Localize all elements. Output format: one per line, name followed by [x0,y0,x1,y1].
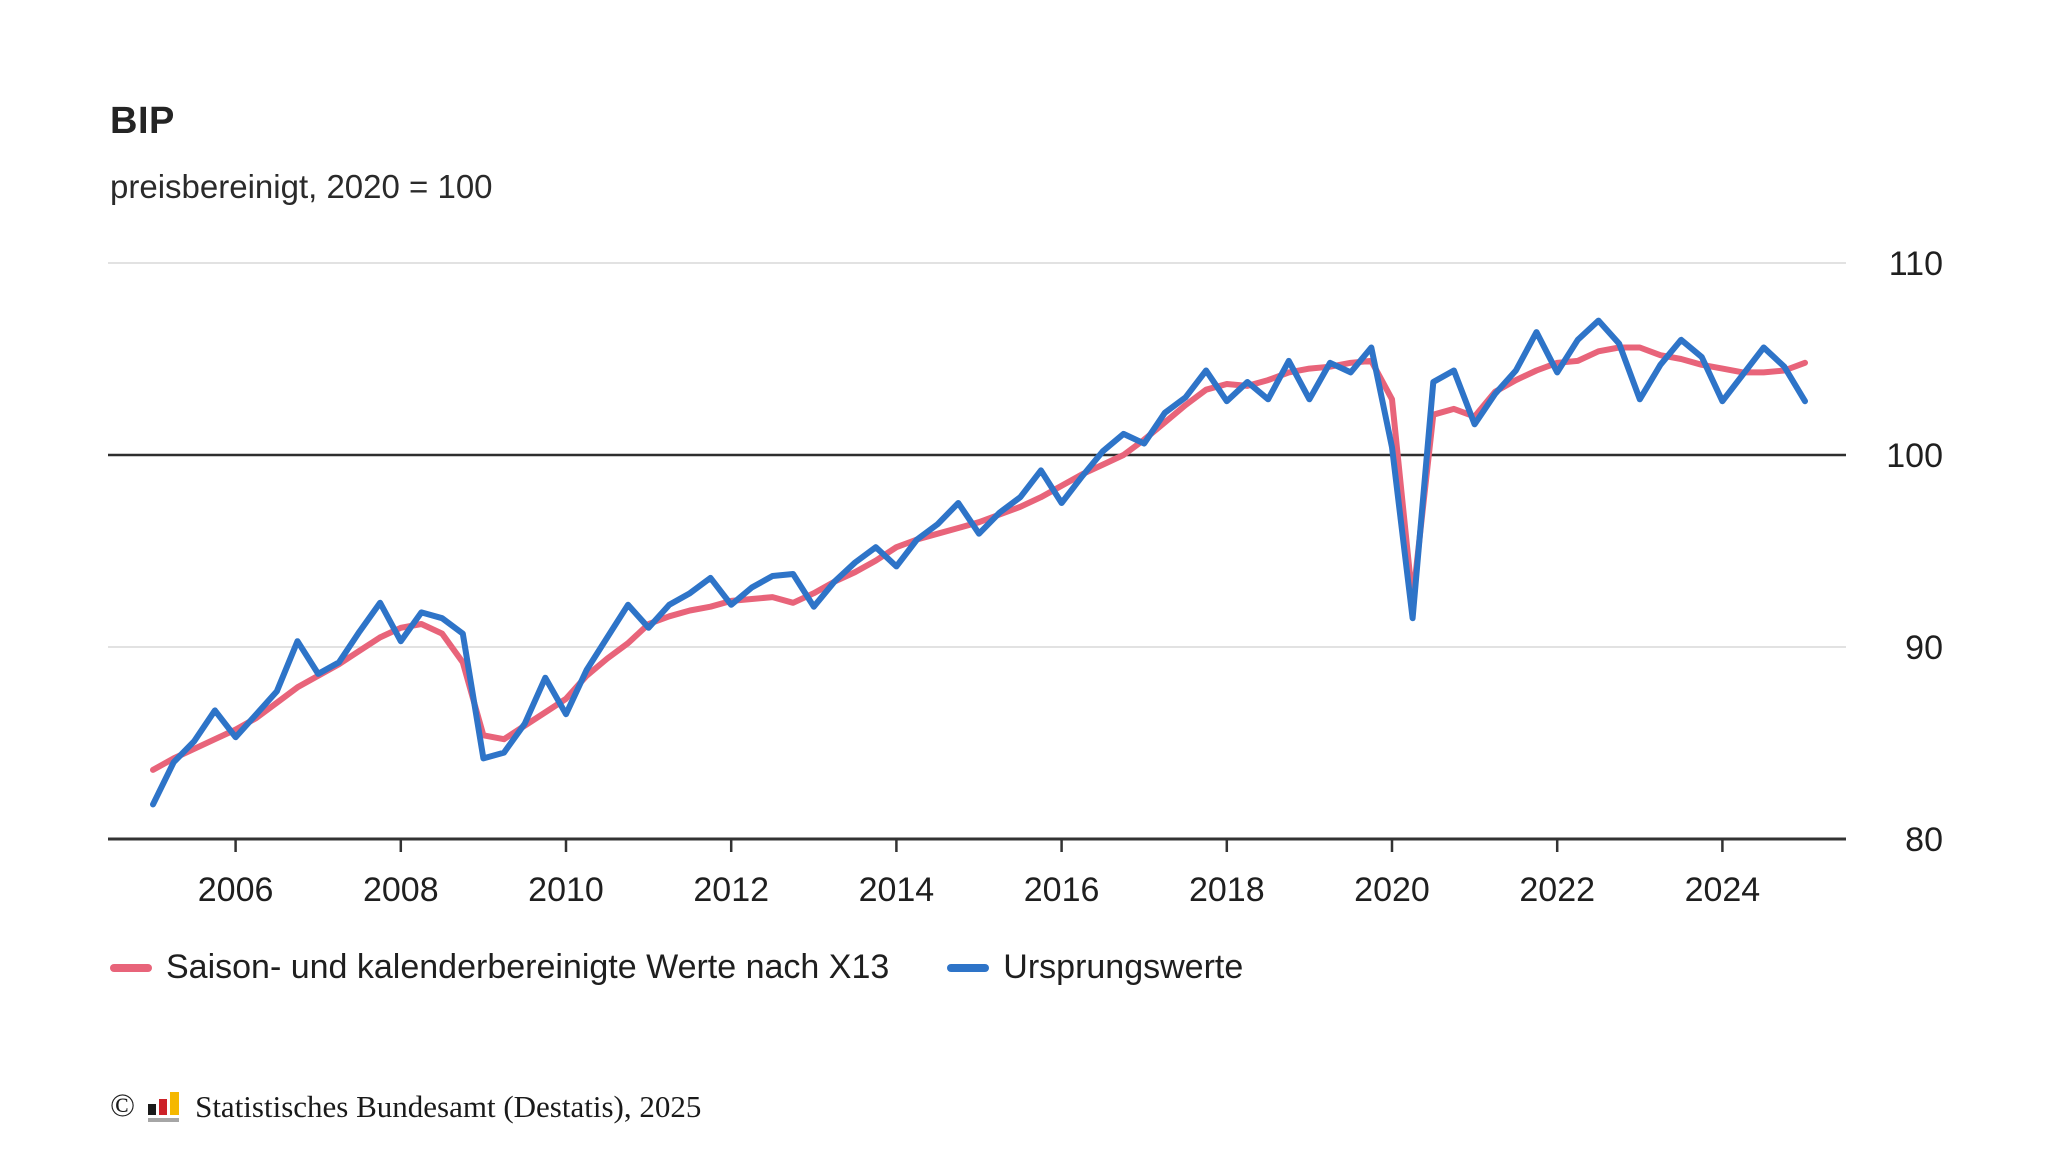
chart-legend: Saison- und kalenderbereinigte Werte nac… [110,948,1243,987]
x-tick-label-2006: 2006 [198,871,274,909]
legend-swatch-adjusted-icon [110,963,152,972]
page-subtitle: preisbereinigt, 2020 = 100 [110,168,493,205]
x-tick-label-2022: 2022 [1519,871,1595,909]
x-tick-label-2016: 2016 [1024,871,1100,909]
legend-swatch-original-icon [947,963,990,972]
y-tick-label-100: 100 [1886,437,1943,475]
source-note: © Statistisches Bundesamt (Destatis), 20… [110,1088,701,1125]
y-axis-labels: 110 100 90 80 [1886,245,1943,859]
x-tick-label-2018: 2018 [1189,871,1265,909]
x-axis-labels: 2006 2008 2010 2012 2014 2016 2018 2020 2022 2024 [198,871,1760,909]
x-tick-label-2014: 2014 [859,871,935,909]
legend-label-original: Ursprungswerte [1003,948,1244,986]
y-tick-label-90: 90 [1905,629,1943,667]
y-tick-label-80: 80 [1905,821,1943,859]
x-axis [108,837,1846,852]
x-tick-label-2024: 2024 [1685,871,1761,909]
source-text: Statistisches Bundesamt (Destatis), 2025 [195,1088,702,1124]
legend-label-adjusted: Saison- und kalenderbereinigte Werte nac… [166,948,890,986]
x-tick-label-2020: 2020 [1354,871,1430,909]
x-tick-label-2008: 2008 [363,871,439,909]
x-tick-label-2012: 2012 [693,871,769,909]
copyright-symbol: © [110,1088,136,1124]
legend-item-original: Ursprungswerte [947,948,1243,987]
line-adjusted-x13 [150,344,1808,773]
y-tick-label-110: 110 [1889,245,1943,283]
x-tick-label-2010: 2010 [528,871,604,909]
legend-item-adjusted: Saison- und kalenderbereinigte Werte nac… [110,948,889,987]
gridlines [108,262,1846,648]
page-title: BIP [110,100,175,142]
chart-series [150,317,1808,808]
destatis-bar-chart-logo-icon [148,1091,180,1122]
line-original-values [150,317,1808,808]
